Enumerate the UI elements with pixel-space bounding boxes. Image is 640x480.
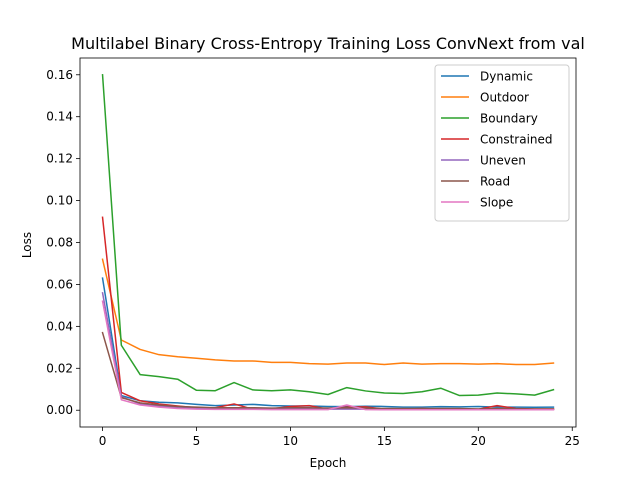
plot-area: 0 5 10 15 20 25 0.00 0.02 0.04 0.06 0.08 0.10 0.12 0.… (46, 57, 580, 448)
y-tick-label: 0.02 (46, 361, 73, 375)
series-line-slope (101, 300, 555, 411)
axes-layer: 0 5 10 15 20 25 0.00 0.02 0.04 0.06 0.08 0.10 0.12 0.… (46, 57, 580, 448)
x-tick-label: 15 (377, 434, 392, 448)
legend-label-boundary: Boundary (480, 112, 538, 126)
legend-box (434, 64, 570, 222)
x-tick-label: 20 (471, 434, 486, 448)
legend: Dynamic Outdoor Boundary Constrained Uneven R… (434, 64, 570, 222)
series-line-boundary (101, 73, 555, 397)
y-axis-label: Loss (20, 232, 34, 258)
x-axis-label: Epoch (310, 456, 347, 470)
x-tick-label: 10 (283, 434, 298, 448)
series-layer (101, 73, 555, 411)
series-line-road (101, 331, 555, 410)
legend-label-slope: Slope (480, 196, 513, 210)
x-tick-label: 0 (99, 434, 107, 448)
y-tick-label: 0.12 (46, 152, 73, 166)
x-tick-label: 25 (565, 434, 580, 448)
series-line-dynamic (101, 277, 555, 409)
series-line-outdoor (101, 258, 555, 366)
chart-title: Multilabel Binary Cross-Entropy Training… (71, 34, 585, 53)
legend-label-dynamic: Dynamic (480, 70, 533, 84)
y-tick-label: 0.08 (46, 236, 73, 250)
legend-label-road: Road (480, 175, 510, 189)
y-tick-label: 0.00 (46, 403, 73, 417)
legend-label-constrained: Constrained (480, 133, 553, 147)
x-tick-label: 5 (193, 434, 201, 448)
legend-label-uneven: Uneven (480, 154, 526, 168)
y-tick-label: 0.16 (46, 68, 73, 82)
y-tick-label: 0.10 (46, 194, 73, 208)
y-tick-label: 0.06 (46, 277, 73, 291)
legend-label-outdoor: Outdoor (480, 91, 529, 105)
y-tick-label: 0.04 (46, 319, 73, 333)
y-tick-label: 0.14 (46, 110, 73, 124)
